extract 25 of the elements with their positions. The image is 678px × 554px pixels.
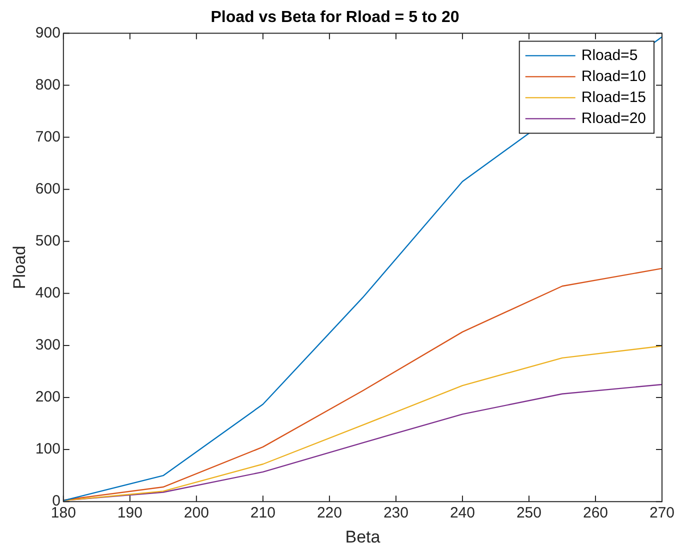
legend-label: Rload=20 — [581, 110, 646, 127]
x-tick-label: 270 — [649, 504, 675, 522]
y-tick-label: 800 — [35, 76, 60, 94]
x-tick-label: 250 — [516, 504, 542, 522]
y-tick-label: 900 — [35, 24, 60, 42]
x-tick-label: 230 — [383, 504, 408, 522]
y-tick-label: 400 — [35, 284, 60, 302]
x-tick-label: 200 — [184, 504, 209, 522]
y-tick-label: 700 — [35, 128, 60, 146]
legend-label: Rload=5 — [581, 46, 638, 64]
y-axis-title: Pload — [10, 246, 29, 290]
chart-title: Pload vs Beta for Rload = 5 to 20 — [210, 9, 460, 26]
x-axis-title: Beta — [345, 527, 381, 546]
y-tick-label: 600 — [35, 180, 60, 198]
legend-label: Rload=10 — [581, 68, 646, 85]
x-tick-label: 260 — [582, 504, 608, 522]
x-tick-label: 210 — [250, 504, 276, 522]
y-tick-label: 300 — [35, 336, 60, 354]
y-tick-label: 100 — [35, 440, 60, 458]
x-tick-label: 190 — [117, 504, 142, 522]
y-tick-label: 200 — [35, 388, 60, 406]
x-tick-label: 240 — [450, 504, 475, 522]
x-tick-label: 220 — [316, 504, 342, 522]
legend-label: Rload=15 — [581, 88, 646, 106]
y-tick-label: 500 — [35, 232, 60, 250]
